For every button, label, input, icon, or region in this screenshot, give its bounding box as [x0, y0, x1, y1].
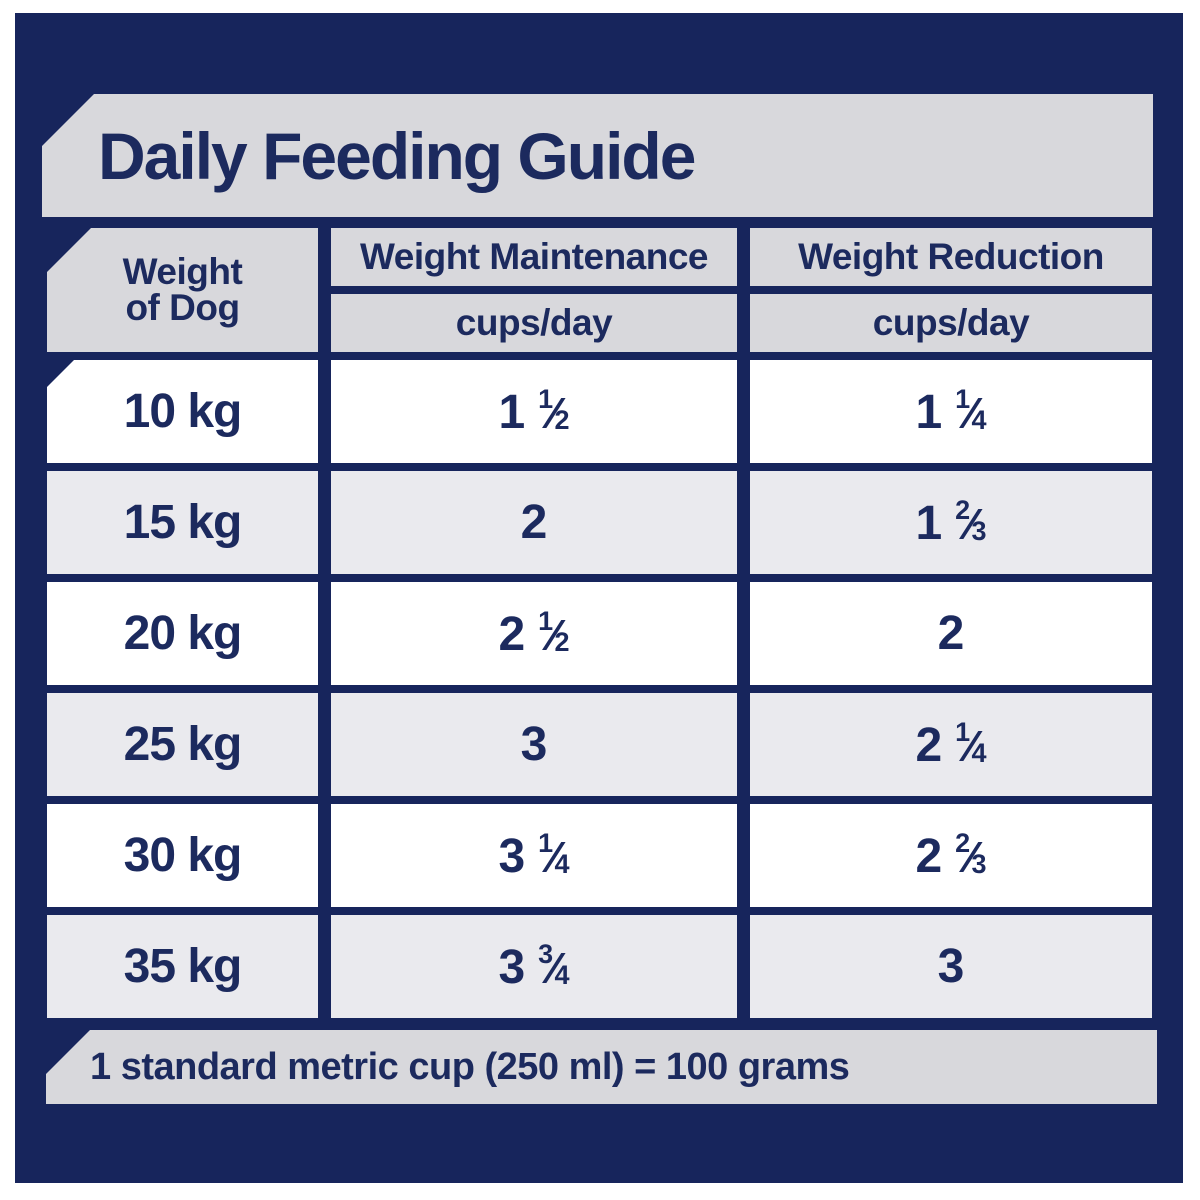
fraction: 1⁄2	[538, 608, 569, 661]
table-row: 15 kg 2 1 2⁄3	[47, 471, 1152, 574]
cups-value: 1 2⁄3	[915, 497, 986, 548]
header-weight-line1: Weight	[122, 250, 243, 292]
fraction-numerator: 2	[955, 828, 971, 858]
cups-value: 3	[520, 717, 548, 771]
fraction-slash: ⁄	[550, 944, 558, 993]
cups-value: 3 1⁄4	[498, 830, 569, 881]
header-column-maintenance: Weight Maintenance cups/day	[331, 228, 737, 352]
whole-number: 2	[520, 495, 548, 549]
whole-number: 2	[937, 606, 965, 660]
whole-number: 2	[915, 719, 943, 772]
header-weight-maintenance: Weight Maintenance	[331, 228, 737, 286]
footer-note: 1 standard metric cup (250 ml) = 100 gra…	[90, 1046, 850, 1088]
header-column-reduction: Weight Reduction cups/day	[750, 228, 1152, 352]
reduction-value-cell: 3	[750, 915, 1152, 1018]
whole-number: 1	[915, 386, 943, 439]
cups-value: 1 1⁄4	[915, 386, 986, 437]
maintenance-value-cell: 3 1⁄4	[331, 804, 737, 907]
fraction-slash: ⁄	[550, 389, 558, 438]
fraction-numerator: 1	[538, 828, 554, 858]
fraction-slash: ⁄	[967, 500, 975, 549]
fraction-numerator: 1	[538, 384, 554, 414]
fraction-slash: ⁄	[550, 611, 558, 660]
cups-value: 2 1⁄4	[915, 719, 986, 770]
whole-number: 2	[498, 608, 526, 661]
fraction: 3⁄4	[538, 941, 569, 994]
fraction-slash: ⁄	[550, 833, 558, 882]
cups-value: 2	[937, 606, 965, 660]
reduction-value-cell: 1 2⁄3	[750, 471, 1152, 574]
whole-number: 3	[520, 717, 548, 771]
maintenance-value-cell: 1 1⁄2	[331, 360, 737, 463]
title-banner: Daily Feeding Guide	[42, 94, 1153, 217]
table-header: Weight of Dog Weight Maintenance cups/da…	[47, 228, 1152, 352]
fraction: 1⁄4	[538, 830, 569, 883]
weight-cell: 25 kg	[47, 693, 318, 796]
cups-value: 3	[937, 939, 965, 993]
fraction-numerator: 2	[955, 495, 971, 525]
footer-note-bar: 1 standard metric cup (250 ml) = 100 gra…	[46, 1030, 1157, 1104]
whole-number: 1	[915, 497, 943, 550]
weight-cell: 20 kg	[47, 582, 318, 685]
fraction-numerator: 1	[955, 384, 971, 414]
header-weight-of-dog: Weight of Dog	[47, 228, 318, 352]
fraction-denominator: 4	[971, 405, 987, 435]
fraction-slash: ⁄	[967, 389, 975, 438]
weight-cell: 10 kg	[47, 360, 318, 463]
whole-number: 1	[498, 386, 526, 439]
fraction-slash: ⁄	[967, 833, 975, 882]
cups-value: 2 1⁄2	[498, 608, 569, 659]
cups-value: 1 1⁄2	[498, 386, 569, 437]
page-title: Daily Feeding Guide	[98, 118, 696, 193]
fraction-numerator: 3	[538, 939, 554, 969]
fraction-denominator: 4	[554, 960, 570, 990]
table-row: 25 kg 3 2 1⁄4	[47, 693, 1152, 796]
fraction: 1⁄4	[955, 386, 986, 439]
fraction-numerator: 1	[955, 717, 971, 747]
fraction: 2⁄3	[955, 497, 986, 550]
header-reduction-units: cups/day	[750, 294, 1152, 352]
cups-value: 3 3⁄4	[498, 941, 569, 992]
whole-number: 3	[498, 941, 526, 994]
fraction-slash: ⁄	[967, 722, 975, 771]
fraction: 2⁄3	[955, 830, 986, 883]
reduction-value-cell: 1 1⁄4	[750, 360, 1152, 463]
cups-value: 2 2⁄3	[915, 830, 986, 881]
table-body: 10 kg 1 1⁄2 1 1⁄4 15 kg 2 1 2⁄3 20 kg 2 1⁄2 2 25 kg 3 2…	[47, 360, 1152, 1026]
feeding-guide-panel: Daily Feeding Guide Weight of Dog Weight…	[15, 13, 1183, 1183]
header-weight-reduction: Weight Reduction	[750, 228, 1152, 286]
header-maintenance-units: cups/day	[331, 294, 737, 352]
fraction: 1⁄2	[538, 386, 569, 439]
whole-number: 3	[937, 939, 965, 993]
fraction-denominator: 2	[554, 627, 570, 657]
fraction-denominator: 2	[554, 405, 570, 435]
whole-number: 2	[915, 830, 943, 883]
weight-cell: 15 kg	[47, 471, 318, 574]
reduction-value-cell: 2	[750, 582, 1152, 685]
header-weight-line2: of Dog	[125, 287, 240, 328]
fraction-denominator: 3	[971, 849, 987, 879]
reduction-value-cell: 2 2⁄3	[750, 804, 1152, 907]
fraction-denominator: 4	[971, 738, 987, 768]
maintenance-value-cell: 3 3⁄4	[331, 915, 737, 1018]
whole-number: 3	[498, 830, 526, 883]
weight-cell: 30 kg	[47, 804, 318, 907]
cups-value: 2	[520, 495, 548, 549]
maintenance-value-cell: 2	[331, 471, 737, 574]
fraction: 1⁄4	[955, 719, 986, 772]
maintenance-value-cell: 3	[331, 693, 737, 796]
table-row: 35 kg 3 3⁄4 3	[47, 915, 1152, 1018]
fraction-numerator: 1	[538, 606, 554, 636]
reduction-value-cell: 2 1⁄4	[750, 693, 1152, 796]
table-row: 30 kg 3 1⁄4 2 2⁄3	[47, 804, 1152, 907]
maintenance-value-cell: 2 1⁄2	[331, 582, 737, 685]
fraction-denominator: 4	[554, 849, 570, 879]
table-row: 10 kg 1 1⁄2 1 1⁄4	[47, 360, 1152, 463]
table-row: 20 kg 2 1⁄2 2	[47, 582, 1152, 685]
fraction-denominator: 3	[971, 516, 987, 546]
weight-cell: 35 kg	[47, 915, 318, 1018]
